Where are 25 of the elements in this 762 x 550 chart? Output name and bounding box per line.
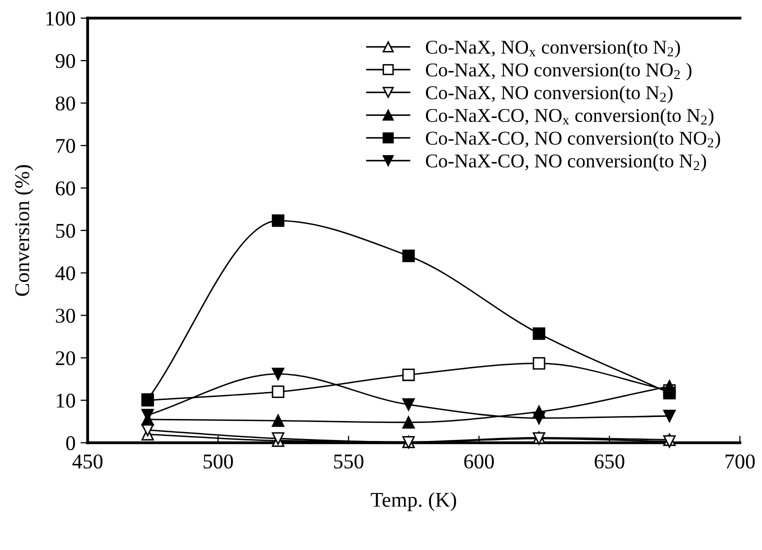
legend-label: Co-NaX-CO, NO conversion(to NO$_{2}$) — [426, 131, 720, 149]
x-axis-title: Temp. (K) — [370, 492, 456, 512]
x-tick-label: 700 — [726, 454, 755, 469]
y-tick-label: 50 — [56, 224, 76, 238]
x-tick-label: 550 — [334, 454, 364, 469]
y-tick-label: 30 — [56, 308, 76, 323]
y-tick-label: 10 — [56, 394, 76, 408]
legend-label: Co-NaX, NO$_{x}$ conversion(to N$_{2}$) — [426, 40, 680, 58]
legend-label: Co-NaX, NO conversion(to N$_{2}$) — [426, 86, 673, 104]
x-tick-label: 650 — [594, 454, 624, 469]
y-tick-label: 80 — [56, 96, 76, 111]
y-tick-label: 40 — [55, 266, 76, 280]
x-tick-label: 600 — [464, 454, 494, 469]
y-axis-title: Conversion (%) — [14, 165, 34, 296]
legend-label: Co-NaX-CO, NO$_{x}$ conversion(to N$_{2}$) — [426, 108, 714, 126]
legend-label: Co-NaX, NO conversion(to NO$_{2}$ ) — [426, 62, 692, 80]
y-tick-label: 20 — [56, 351, 76, 366]
x-tick-label: 500 — [204, 454, 233, 469]
y-tick-label: 100 — [46, 12, 76, 26]
y-tick-label: 60 — [56, 181, 76, 196]
legend-label: Co-NaX-CO, NO conversion(to N$_{2}$) — [426, 154, 706, 172]
y-tick-label: 70 — [56, 138, 76, 153]
x-tick-label: 450 — [72, 454, 102, 469]
y-tick-label: 0 — [66, 436, 76, 450]
y-tick-label: 90 — [56, 54, 76, 68]
